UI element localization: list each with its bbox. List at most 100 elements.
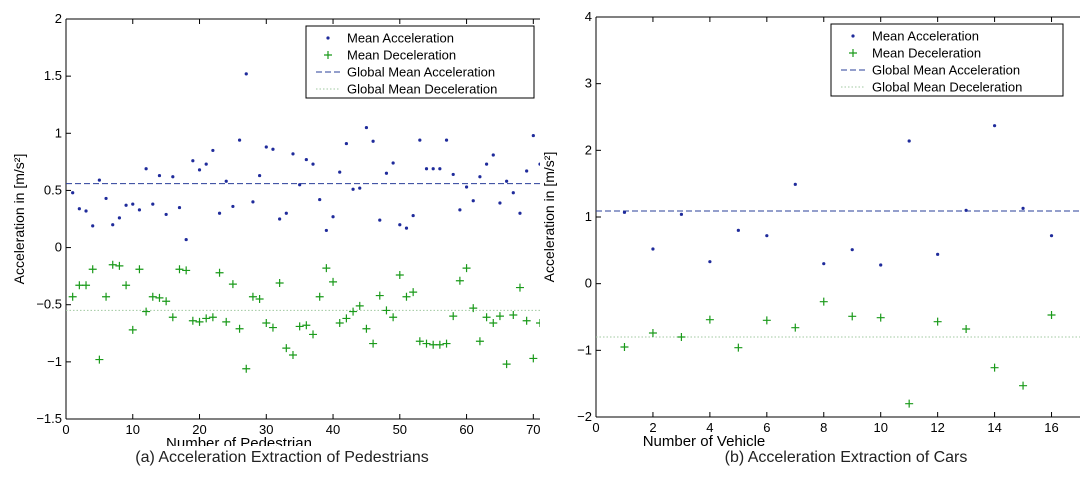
deceleration-point <box>195 317 204 326</box>
x-tick-label: 20 <box>192 422 206 437</box>
acceleration-point <box>538 162 540 166</box>
legend-label: Mean Acceleration <box>872 29 979 44</box>
legend-label: Mean Deceleration <box>347 48 456 63</box>
acceleration-point <box>484 162 489 166</box>
deceleration-point <box>620 343 629 351</box>
acceleration-point <box>651 247 655 251</box>
acceleration-point <box>251 200 255 204</box>
y-axis-label: Acceleration in [m/s²] <box>541 152 557 283</box>
acceleration-point <box>424 167 429 171</box>
acceleration-point <box>793 182 797 186</box>
acceleration-point <box>491 153 495 157</box>
deceleration-point <box>322 264 331 273</box>
legend-label: Global Mean Deceleration <box>347 82 497 97</box>
deceleration-point <box>734 343 743 352</box>
deceleration-point <box>415 337 424 346</box>
deceleration-point <box>402 292 411 301</box>
legend-box <box>830 23 1064 97</box>
deceleration-point <box>275 279 284 287</box>
acceleration-point <box>137 208 142 212</box>
acceleration-point <box>284 211 288 215</box>
acceleration-point <box>351 187 355 191</box>
x-axis-label: Number of Pedestrian <box>166 435 312 446</box>
acceleration-point <box>622 210 627 214</box>
acceleration-point <box>171 175 175 179</box>
deceleration-point <box>482 313 491 322</box>
acceleration-point <box>822 262 826 266</box>
acceleration-point <box>398 223 402 227</box>
deceleration-point <box>648 329 657 337</box>
deceleration-point <box>382 306 391 315</box>
deceleration-point <box>495 312 504 321</box>
deceleration-point <box>1019 381 1028 390</box>
y-tick-label: 3 <box>585 76 592 91</box>
y-axis-label: Acceleration in [m/s²] <box>11 154 27 285</box>
deceleration-point <box>188 316 197 325</box>
legend-label: Mean Acceleration <box>347 31 454 46</box>
deceleration-point <box>762 316 771 325</box>
caption-pedestrians: (a) Acceleration Extraction of Pedestria… <box>135 449 429 466</box>
acceleration-point <box>765 234 769 238</box>
acceleration-point <box>518 211 522 215</box>
deceleration-point <box>362 324 371 333</box>
y-tick-label: 0.5 <box>44 182 62 197</box>
acceleration-point <box>531 133 535 138</box>
acceleration-point <box>907 139 911 143</box>
acceleration-point <box>144 167 148 171</box>
legend: Mean Acceleration Mean Deceleration Global… <box>305 25 535 99</box>
x-tick-label: 2 <box>649 420 656 435</box>
deceleration-point <box>208 313 217 322</box>
acceleration-point <box>879 263 883 267</box>
acceleration-point <box>197 168 202 172</box>
x-tick-label: 4 <box>706 420 713 435</box>
legend-label: Global Mean Deceleration <box>872 80 1022 95</box>
acceleration-point <box>358 186 362 190</box>
acceleration-point <box>471 199 475 203</box>
acceleration-point <box>679 212 684 216</box>
deceleration-point <box>242 364 251 373</box>
acceleration-point <box>498 201 502 205</box>
plot-marks <box>596 124 1080 408</box>
acceleration-point <box>131 202 135 206</box>
acceleration-point <box>258 173 262 178</box>
acceleration-point <box>404 226 409 230</box>
x-tick-label: 6 <box>763 420 770 435</box>
acceleration-point <box>438 167 442 171</box>
acceleration-point <box>736 228 740 232</box>
x-tick-label: 60 <box>459 422 473 437</box>
deceleration-point <box>268 323 277 332</box>
deceleration-point <box>168 313 177 322</box>
acceleration-point <box>104 196 108 201</box>
acceleration-point <box>505 179 509 183</box>
deceleration-point <box>455 276 464 285</box>
deceleration-point <box>95 355 104 364</box>
deceleration-point <box>435 340 444 349</box>
acceleration-point <box>291 152 295 156</box>
acceleration-point <box>71 191 75 195</box>
deceleration-point <box>791 323 800 332</box>
legend: Mean Acceleration Mean Deceleration Global… <box>830 23 1064 97</box>
legend-label: Global Mean Acceleration <box>347 65 495 80</box>
y-tick-label: −0.5 <box>36 297 62 312</box>
acceleration-point <box>231 204 235 209</box>
legend-dot-icon <box>851 34 855 38</box>
deceleration-point <box>315 292 324 301</box>
deceleration-point <box>335 319 344 327</box>
deceleration-point <box>235 324 244 333</box>
deceleration-point <box>489 319 498 327</box>
y-tick-label: −2 <box>577 409 592 424</box>
acceleration-point <box>211 148 215 153</box>
acceleration-point <box>184 237 188 242</box>
plot-marks <box>66 72 540 373</box>
deceleration-point <box>515 283 524 292</box>
x-axis-label: Number of Vehicle <box>643 433 766 446</box>
acceleration-point <box>444 138 449 142</box>
deceleration-point <box>905 399 914 408</box>
acceleration-point <box>298 183 302 187</box>
deceleration-point <box>215 268 224 277</box>
deceleration-point <box>876 313 885 322</box>
x-tick-label: 10 <box>873 420 887 435</box>
acceleration-point <box>77 207 81 211</box>
acceleration-point <box>384 171 389 175</box>
acceleration-point <box>371 139 375 143</box>
